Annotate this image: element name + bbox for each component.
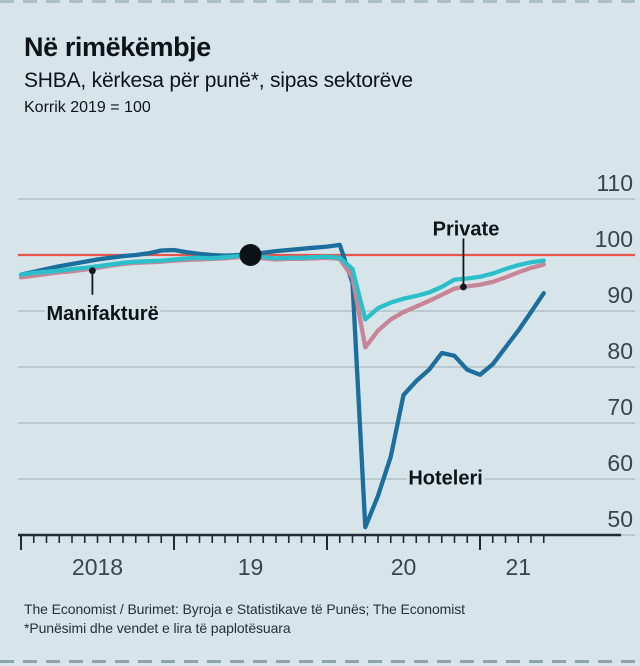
x-axis-label-21: 21 [505, 554, 531, 580]
chart-subtitle: SHBA, kërkesa për punë*, sipas sektorëve [24, 69, 413, 92]
y-axis-label-70: 70 [607, 394, 633, 420]
series-line-hoteleri [18, 242, 546, 530]
x-axis-label-20: 20 [391, 554, 417, 580]
y-axis-label-100: 100 [595, 226, 633, 252]
index-note: Korrik 2019 = 100 [24, 99, 151, 116]
korrik-2019-dot [239, 244, 262, 266]
y-axis-label-60: 60 [607, 450, 633, 476]
chart-title: Në rimëkëmbje [24, 32, 211, 62]
series-label-private: Private [433, 219, 500, 241]
x-axis-label-2018: 2018 [72, 554, 123, 580]
series-label-hoteleri: Hoteleri [408, 467, 482, 489]
annotation-pointer-dot-manifakture [89, 267, 96, 275]
series-line-manifakture [18, 252, 546, 322]
y-axis-label-80: 80 [607, 338, 633, 364]
y-axis-label-110: 110 [596, 170, 633, 196]
source-line: The Economist / Burimet: Byroja e Statis… [24, 601, 465, 617]
crop-mark-top [0, 0, 640, 3]
series-label-manifakture: Manifakturë [46, 303, 158, 325]
x-axis-label-19: 19 [238, 554, 264, 580]
y-axis-label-90: 90 [607, 282, 633, 308]
footnote-line: *Punësimi dhe vendet e lira të paplotësu… [24, 620, 291, 636]
series-line-private [18, 253, 546, 350]
crop-mark-bottom [0, 660, 640, 663]
y-axis-label-50: 50 [607, 506, 633, 532]
annotation-pointer-dot-private [460, 283, 467, 291]
